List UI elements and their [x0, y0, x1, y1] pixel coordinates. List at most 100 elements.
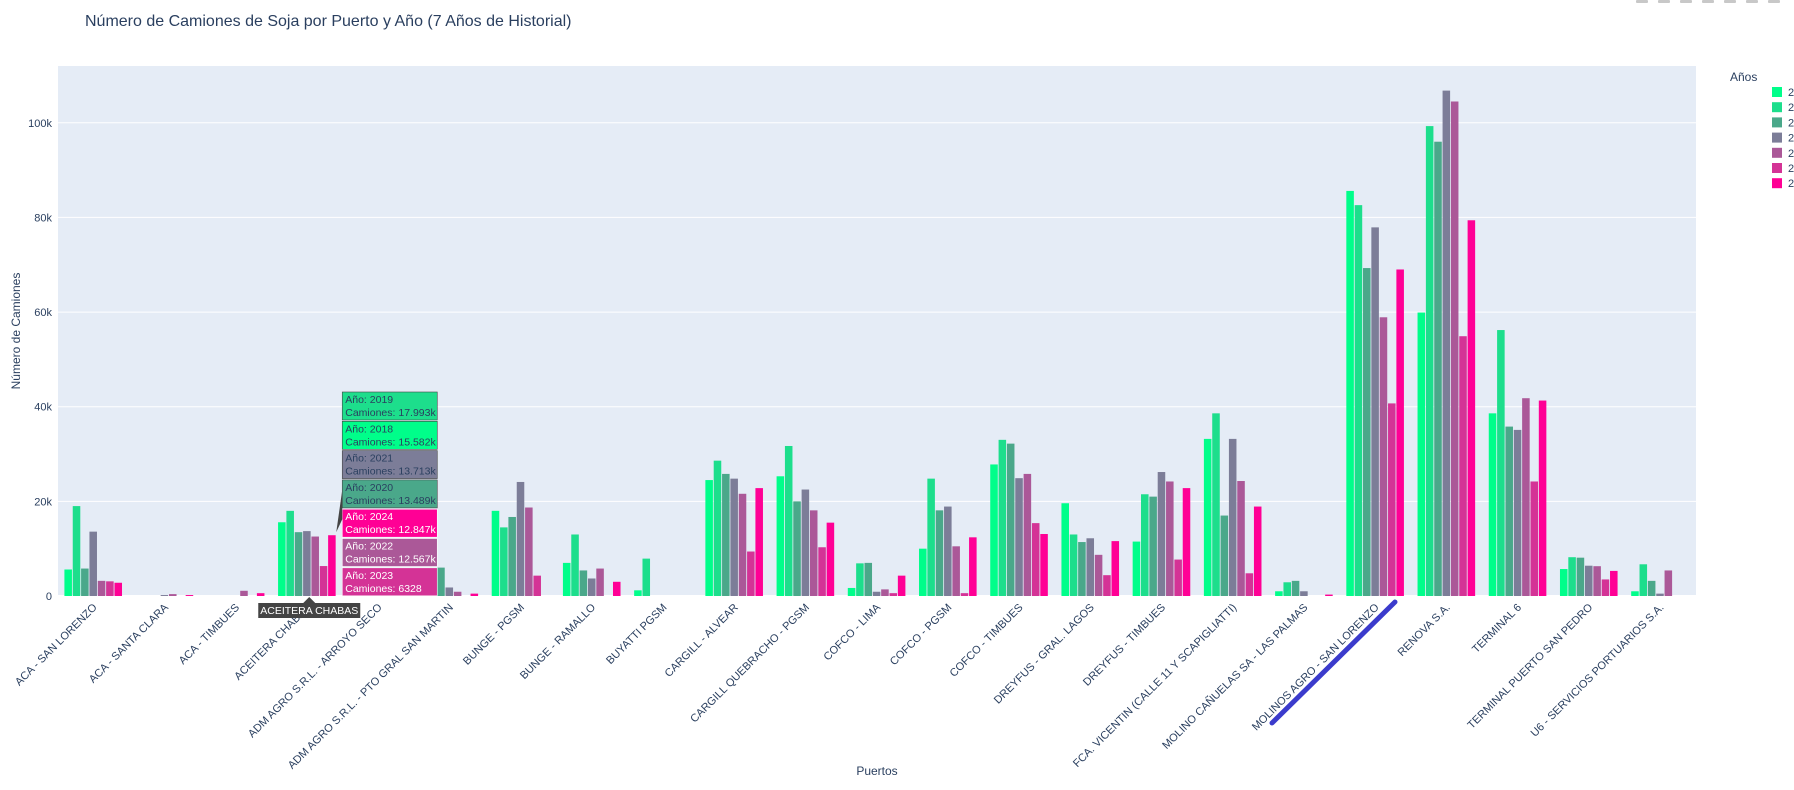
bar[interactable]: [1031, 523, 1040, 597]
bar[interactable]: [1253, 506, 1262, 596]
bar[interactable]: [730, 478, 738, 596]
bar[interactable]: [1467, 220, 1476, 596]
bar[interactable]: [612, 581, 621, 596]
bar[interactable]: [1656, 593, 1664, 596]
bar[interactable]: [1417, 312, 1426, 596]
legend-label[interactable]: 2021: [1788, 133, 1794, 145]
bar[interactable]: [445, 587, 454, 596]
bar[interactable]: [1094, 554, 1103, 596]
bar[interactable]: [470, 593, 479, 596]
bar[interactable]: [294, 532, 303, 596]
bar[interactable]: [1664, 570, 1673, 596]
bar[interactable]: [952, 546, 960, 596]
bar[interactable]: [97, 580, 106, 596]
bar[interactable]: [1505, 426, 1513, 596]
bar[interactable]: [1006, 443, 1015, 597]
bar[interactable]: [1040, 534, 1048, 596]
bar[interactable]: [160, 595, 169, 596]
pan-icon[interactable]: [1680, 0, 1692, 3]
bar[interactable]: [935, 510, 944, 596]
bar[interactable]: [713, 460, 722, 596]
bar[interactable]: [642, 558, 651, 596]
legend-label[interactable]: 2024: [1788, 178, 1794, 190]
legend-label[interactable]: 2018: [1788, 87, 1794, 99]
bar[interactable]: [1166, 481, 1174, 596]
legend-swatch[interactable]: [1772, 132, 1782, 143]
bar[interactable]: [1182, 488, 1191, 596]
bar[interactable]: [1601, 579, 1610, 596]
bar[interactable]: [106, 581, 114, 596]
bar[interactable]: [508, 516, 516, 596]
bar[interactable]: [256, 593, 265, 596]
bar[interactable]: [990, 464, 998, 596]
bar[interactable]: [881, 589, 889, 597]
bar[interactable]: [1237, 481, 1245, 596]
bar[interactable]: [1061, 503, 1069, 596]
bar[interactable]: [1647, 580, 1656, 596]
bar[interactable]: [919, 548, 927, 596]
bar[interactable]: [81, 568, 89, 596]
bar[interactable]: [801, 489, 810, 596]
bar[interactable]: [738, 493, 747, 596]
bar[interactable]: [525, 507, 533, 596]
bar[interactable]: [89, 531, 97, 596]
reset-axes-icon[interactable]: [1768, 0, 1780, 3]
zoom-icon[interactable]: [1658, 0, 1670, 3]
bar[interactable]: [328, 535, 336, 596]
bar[interactable]: [1593, 566, 1601, 596]
bar[interactable]: [278, 522, 286, 596]
legend-swatch[interactable]: [1772, 147, 1782, 158]
legend-label[interactable]: 2023: [1788, 163, 1794, 175]
bar[interactable]: [533, 575, 541, 596]
bar[interactable]: [1425, 126, 1434, 596]
bar[interactable]: [1015, 478, 1023, 596]
bar[interactable]: [1283, 582, 1291, 596]
bar[interactable]: [1442, 90, 1451, 597]
bar[interactable]: [516, 481, 525, 596]
bar[interactable]: [826, 522, 835, 596]
legend-swatch[interactable]: [1772, 117, 1782, 128]
bar[interactable]: [114, 582, 123, 596]
bar[interactable]: [1388, 403, 1396, 596]
bar[interactable]: [944, 506, 952, 596]
autoscale-icon[interactable]: [1746, 0, 1758, 3]
bar[interactable]: [596, 568, 604, 596]
bar[interactable]: [1610, 570, 1618, 596]
bar[interactable]: [1354, 205, 1363, 597]
bar[interactable]: [169, 594, 177, 596]
bar[interactable]: [1559, 569, 1568, 596]
bar[interactable]: [1325, 594, 1333, 596]
bar[interactable]: [818, 547, 826, 596]
zoom-in-icon[interactable]: [1702, 0, 1714, 3]
bar[interactable]: [776, 476, 785, 596]
legend-label[interactable]: 2020: [1788, 117, 1794, 129]
bar[interactable]: [927, 478, 935, 596]
bar[interactable]: [755, 488, 763, 596]
bar[interactable]: [793, 501, 801, 596]
bar[interactable]: [998, 439, 1007, 596]
bar[interactable]: [1174, 559, 1182, 596]
bar[interactable]: [72, 506, 81, 596]
modebar[interactable]: [1636, 0, 1780, 6]
bar[interactable]: [864, 562, 873, 597]
bar[interactable]: [1103, 575, 1111, 596]
bar[interactable]: [747, 551, 755, 596]
bar[interactable]: [1291, 580, 1300, 596]
legend-swatch[interactable]: [1772, 87, 1782, 97]
legend-swatch[interactable]: [1772, 163, 1782, 173]
bar[interactable]: [960, 593, 969, 596]
zoom-out-icon[interactable]: [1724, 0, 1736, 3]
bar[interactable]: [1228, 438, 1237, 596]
bar[interactable]: [587, 578, 596, 596]
bar[interactable]: [1568, 557, 1576, 596]
bar[interactable]: [1396, 269, 1404, 596]
bar[interactable]: [1300, 591, 1308, 596]
bar[interactable]: [437, 567, 445, 596]
bar[interactable]: [1149, 496, 1157, 597]
bar[interactable]: [1245, 573, 1254, 596]
bar[interactable]: [784, 445, 793, 596]
bar[interactable]: [1203, 438, 1212, 596]
bar[interactable]: [1141, 494, 1149, 596]
bar[interactable]: [1450, 101, 1459, 597]
legend-label[interactable]: 2019: [1788, 102, 1794, 114]
